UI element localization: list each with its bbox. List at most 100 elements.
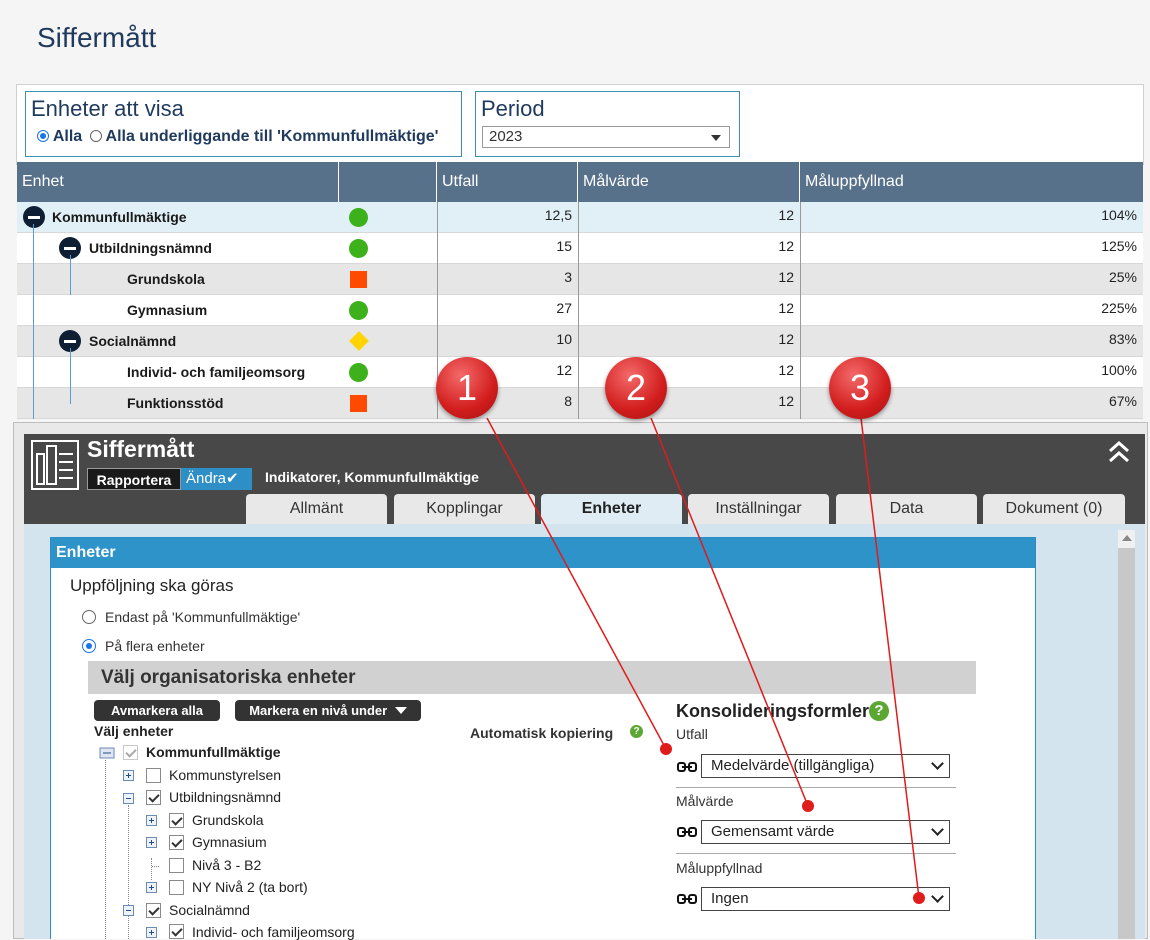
unit-name[interactable]: Gymnasium xyxy=(127,302,208,318)
checkbox[interactable] xyxy=(169,813,184,828)
status-green-icon xyxy=(349,363,368,382)
tree-line xyxy=(105,760,106,939)
checkbox[interactable] xyxy=(146,903,161,918)
table-row[interactable]: Gymnasium 27 12 225% xyxy=(17,295,1143,326)
tab-data[interactable]: Data xyxy=(836,494,977,524)
unit-name[interactable]: Funktionsstöd xyxy=(127,395,224,411)
followup-option-only-label[interactable]: Endast på 'Kommunfullmäktige' xyxy=(105,609,301,625)
expand-icon[interactable] xyxy=(146,927,157,938)
period-select[interactable]: 2023 xyxy=(482,126,730,148)
org-units-header: Välj organisatoriska enheter xyxy=(88,661,976,694)
target-cell: 12 xyxy=(578,357,800,388)
collapse-icon[interactable] xyxy=(59,237,81,259)
followup-option-many[interactable]: På flera enheter xyxy=(82,638,205,654)
checkbox[interactable] xyxy=(123,745,138,760)
tab-general[interactable]: Allmänt xyxy=(246,494,387,524)
divider xyxy=(676,853,956,854)
unit-name[interactable]: Individ- och familjeomsorg xyxy=(127,364,306,380)
checkbox[interactable] xyxy=(169,858,184,873)
collapse-icon[interactable] xyxy=(59,330,81,352)
outcome-cell: 3 xyxy=(437,264,578,295)
radio-all-label[interactable]: Alla xyxy=(52,128,83,145)
fulfilment-formula-label: Måluppfyllnad xyxy=(676,860,763,876)
chevron-down-icon xyxy=(931,890,944,903)
tree-item-label[interactable]: Socialnämnd xyxy=(169,902,250,918)
fulfilment-formula-value: Ingen xyxy=(711,890,749,907)
checkbox[interactable] xyxy=(146,768,161,783)
link-icon[interactable] xyxy=(677,826,697,838)
tab-connections[interactable]: Kopplingar xyxy=(394,494,535,524)
target-formula-select[interactable]: Gemensamt värde xyxy=(701,820,950,844)
checkbox[interactable] xyxy=(169,880,184,895)
followup-option-only[interactable]: Endast på 'Kommunfullmäktige' xyxy=(82,609,300,625)
scrollbar-thumb[interactable] xyxy=(1118,548,1135,939)
tree-item-label[interactable]: Utbildningsnämnd xyxy=(169,789,282,805)
divider xyxy=(676,787,956,788)
collapse-icon[interactable] xyxy=(23,206,45,228)
fulfilment-formula-select[interactable]: Ingen xyxy=(701,887,950,911)
expand-icon[interactable] xyxy=(146,815,157,826)
tree-item-label[interactable]: NY Nivå 2 (ta bort) xyxy=(192,879,308,895)
unit-name[interactable]: Grundskola xyxy=(127,271,205,287)
checkbox[interactable] xyxy=(169,924,184,939)
outcome-cell: 12,5 xyxy=(437,202,578,233)
unit-name[interactable]: Socialnämnd xyxy=(89,333,177,349)
followup-option-many-label[interactable]: På flera enheter xyxy=(105,638,205,654)
link-icon[interactable] xyxy=(677,761,697,773)
outcome-cell: 27 xyxy=(437,295,578,326)
fulfilment-cell: 225% xyxy=(800,295,1143,326)
col-header-unit[interactable]: Enhet xyxy=(17,162,339,202)
page-title: Siffermått xyxy=(37,22,157,53)
table-row[interactable]: Utbildningsnämnd 15 12 125% xyxy=(17,233,1143,264)
table-row[interactable]: Grundskola 3 12 25% xyxy=(17,264,1143,295)
followup-title: Uppföljning ska göras xyxy=(70,576,234,595)
checkbox[interactable] xyxy=(169,835,184,850)
period-value: 2023 xyxy=(489,128,523,145)
tree-item-label[interactable]: Nivå 3 - B2 xyxy=(192,857,262,873)
radio-many-units[interactable] xyxy=(82,639,96,653)
expand-icon[interactable] xyxy=(146,882,157,893)
mark-level-button[interactable]: Markera en nivå under xyxy=(235,700,421,721)
tree-item-label[interactable]: Kommunstyrelsen xyxy=(169,767,282,783)
tab-settings[interactable]: Inställningar xyxy=(688,494,829,524)
checkbox[interactable] xyxy=(146,790,161,805)
link-icon[interactable] xyxy=(677,893,697,905)
help-icon[interactable]: ? xyxy=(630,725,643,738)
table-row[interactable]: Funktionsstöd 8 12 67% xyxy=(17,388,1143,419)
tree-connector xyxy=(70,255,71,295)
tree-item-label[interactable]: Individ- och familjeomsorg xyxy=(192,924,355,940)
unmark-all-button[interactable]: Avmarkera alla xyxy=(94,700,220,721)
col-header-fulfilment[interactable]: Måluppfyllnad xyxy=(800,162,1143,202)
tree-item-label[interactable]: Gymnasium xyxy=(192,834,267,850)
col-header-target[interactable]: Målvärde xyxy=(578,162,800,202)
report-button[interactable]: Rapportera xyxy=(87,468,181,490)
collapse-icon[interactable] xyxy=(123,905,134,916)
radio-sub-label[interactable]: Alla underliggande till 'Kommunfullmäkti… xyxy=(105,128,439,145)
radio-only-unit[interactable] xyxy=(82,610,96,624)
tree-item-label[interactable]: Grundskola xyxy=(192,812,264,828)
scroll-up-icon[interactable] xyxy=(1122,535,1132,541)
target-cell: 12 xyxy=(578,264,800,295)
unit-name[interactable]: Utbildningsnämnd xyxy=(89,240,212,256)
col-header-outcome[interactable]: Utfall xyxy=(437,162,578,202)
tab-units[interactable]: Enheter xyxy=(541,494,682,524)
tab-documents[interactable]: Dokument (0) xyxy=(983,494,1125,524)
unit-name[interactable]: Kommunfullmäktige xyxy=(52,209,187,225)
radio-all[interactable] xyxy=(37,130,49,142)
collapse-icon[interactable] xyxy=(123,793,134,804)
radio-sub[interactable] xyxy=(89,130,102,142)
folder-open-icon[interactable] xyxy=(99,745,115,760)
expand-icon[interactable] xyxy=(123,770,134,781)
table-row[interactable]: Kommunfullmäktige 12,5 12 104% xyxy=(17,202,1143,233)
chevron-down-icon xyxy=(931,757,944,770)
outcome-formula-select[interactable]: Medelvärde (tillgängliga) xyxy=(701,754,950,778)
tree-connector xyxy=(33,224,34,419)
help-icon[interactable]: ? xyxy=(869,701,889,721)
table-row[interactable]: Individ- och familjeomsorg 12 12 100% xyxy=(17,357,1143,388)
table-row[interactable]: Socialnämnd 10 12 83% xyxy=(17,326,1143,357)
expand-icon[interactable] xyxy=(146,837,157,848)
units-filter-box: Enheter att visa Alla Alla underliggande… xyxy=(25,91,462,157)
edit-button[interactable]: Ändra✔ xyxy=(181,468,252,490)
chevron-double-up-icon[interactable] xyxy=(1108,440,1130,464)
tree-item-label[interactable]: Kommunfullmäktige xyxy=(146,744,281,760)
